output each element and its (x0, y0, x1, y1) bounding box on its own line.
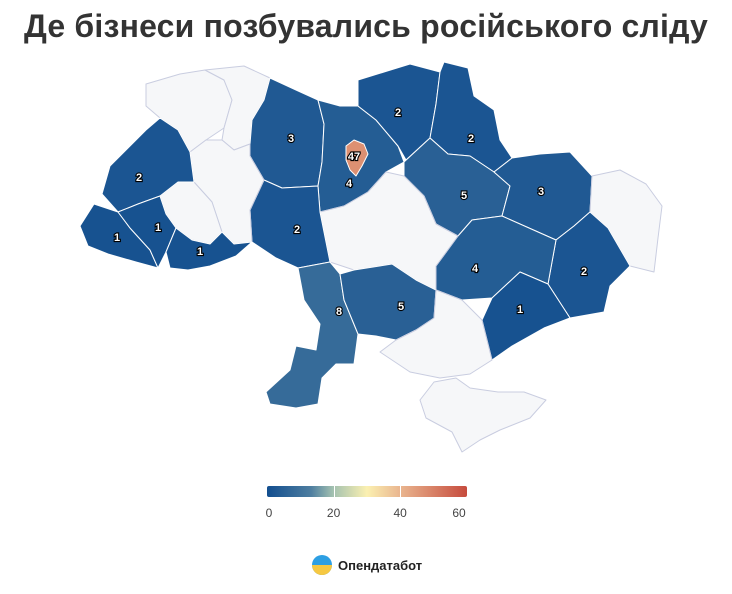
label-dnipro: 4 (472, 263, 479, 275)
label-vinnytsia: 2 (294, 224, 300, 236)
legend-gradient-bar (267, 486, 467, 497)
brand-name: Опендатабот (338, 557, 423, 573)
label-sumy: 2 (468, 133, 474, 145)
legend-divider (400, 486, 402, 497)
brand: Опендатабот (312, 555, 422, 575)
legend-tick-labels: 0 20 40 60 (265, 506, 467, 522)
label-kyiv-oblast: 4 (346, 178, 353, 190)
opendatabot-logo-icon (312, 555, 332, 575)
region-kherson[interactable] (379, 289, 493, 379)
label-chernihiv: 2 (395, 107, 401, 119)
region-lviv[interactable] (101, 117, 195, 213)
label-poltava: 5 (461, 190, 467, 202)
region-kyiv-city[interactable] (345, 139, 369, 177)
legend-tick-label: 20 (326, 506, 341, 520)
region-vinnytsia[interactable] (249, 179, 331, 269)
label-kyiv-city: 47 (348, 151, 360, 163)
legend-tick-label: 40 (393, 506, 407, 520)
region-volyn[interactable] (145, 69, 233, 153)
label-zaporizhzhia: 1 (517, 304, 523, 316)
region-donetsk[interactable] (547, 211, 631, 319)
label-chernivtsi: 1 (197, 246, 203, 258)
label-zhytomyr: 3 (288, 133, 294, 145)
legend-divider (333, 486, 335, 497)
region-crimea[interactable] (419, 377, 547, 453)
label-zakarpattia: 1 (114, 232, 120, 244)
label-donetsk: 2 (581, 266, 587, 278)
region-chernivtsi[interactable] (165, 227, 253, 271)
label-odesa: 8 (336, 306, 342, 318)
label-ivano-frankivsk: 1 (155, 222, 161, 234)
color-legend: 0 20 40 60 (265, 486, 467, 522)
label-mykolaiv: 5 (398, 301, 404, 313)
map-title: Де бізнеси позбувались російського сліду (23, 8, 709, 44)
label-kharkiv: 3 (538, 186, 544, 198)
ukraine-map: 3 4 47 2 2 5 3 2 4 1 2 2 1 1 1 8 5 (79, 61, 663, 453)
legend-tick-label: 60 (452, 506, 466, 520)
label-lviv: 2 (136, 172, 142, 184)
legend-tick-label: 0 (265, 506, 273, 520)
